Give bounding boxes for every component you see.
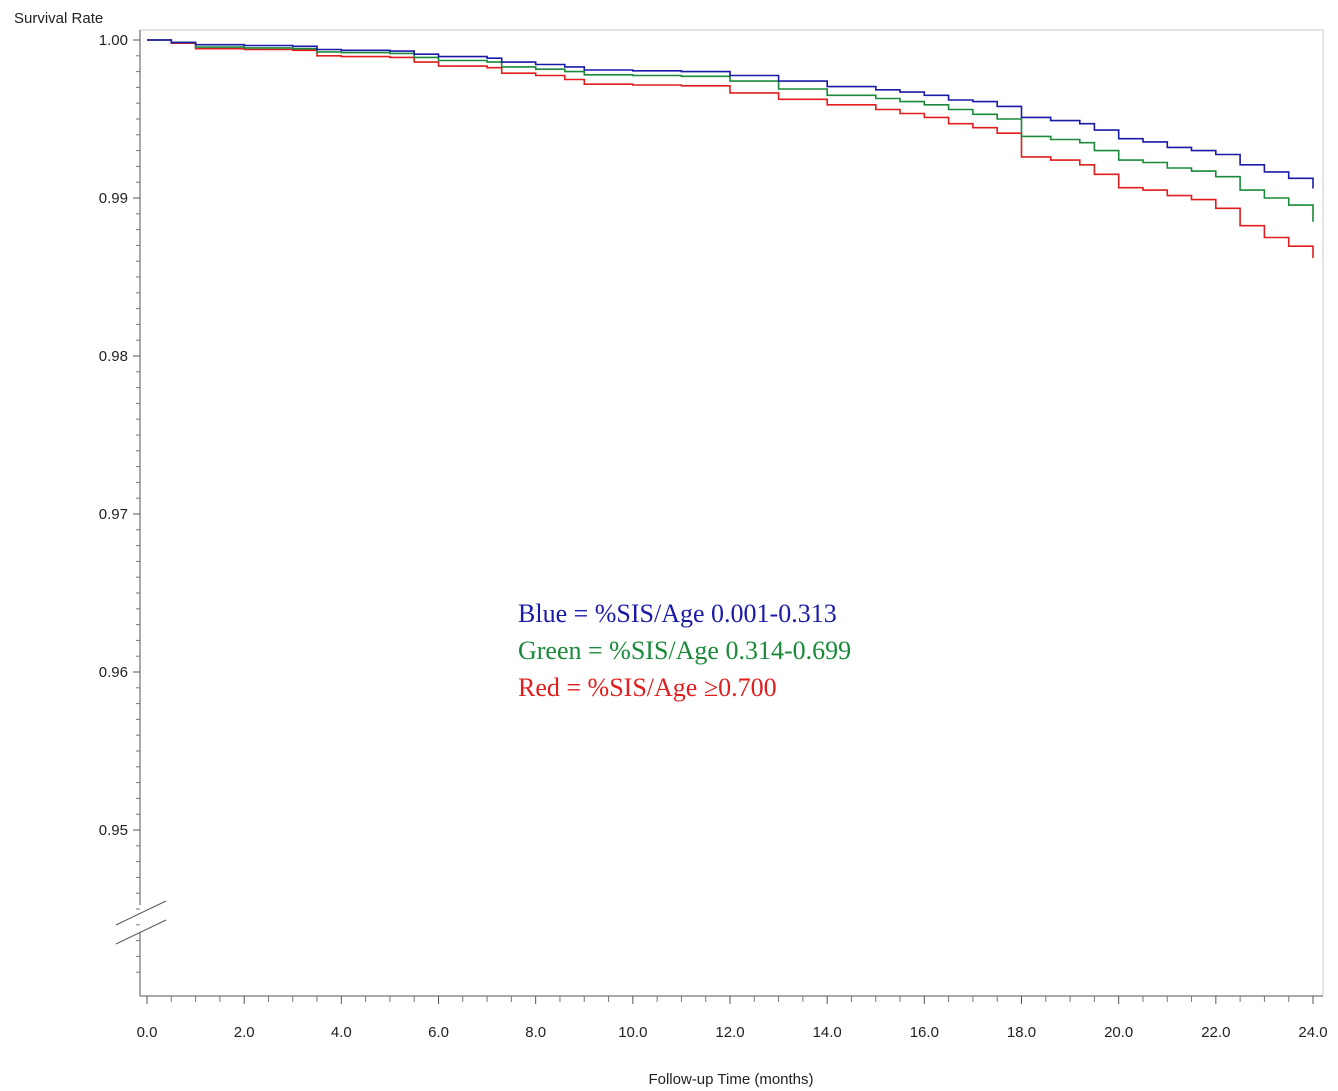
annotation-green: Green = %SIS/Age 0.314-0.699	[518, 636, 851, 665]
x-tick-label: 2.0	[234, 1024, 255, 1041]
x-tick-label: 0.0	[137, 1024, 158, 1041]
series-line-green	[147, 39, 1314, 222]
x-tick-label: 8.0	[525, 1024, 546, 1041]
annotation-red: Red = %SIS/Age ≥0.700	[518, 673, 777, 702]
x-tick-label: 6.0	[428, 1024, 449, 1041]
x-tick-label: 24.0	[1298, 1024, 1327, 1041]
series-line-red	[147, 39, 1314, 258]
x-tick-label: 20.0	[1104, 1024, 1133, 1041]
annotation-blue: Blue = %SIS/Age 0.001-0.313	[518, 599, 837, 628]
x-tick-label: 22.0	[1201, 1024, 1230, 1041]
x-ticks: 0.0 2.0 4.0 6.0 8.0 10.0 12.0 14.0 16.0 18.0 20.0 2…	[137, 996, 1328, 1041]
y-tick-label: 0.95	[99, 822, 128, 839]
x-tick-label: 12.0	[715, 1024, 744, 1041]
y-tick-label: 0.96	[99, 664, 128, 681]
x-axis-label: Follow-up Time (months)	[648, 1071, 813, 1088]
x-tick-label: 4.0	[331, 1024, 352, 1041]
y-axis-break-icon	[109, 894, 173, 945]
x-tick-label: 16.0	[910, 1024, 939, 1041]
plot-frame	[139, 29, 1324, 997]
y-tick-label: 1.00	[99, 32, 128, 49]
y-axis-label: Survival Rate	[14, 10, 103, 27]
x-tick-label: 10.0	[618, 1024, 647, 1041]
series-line-blue	[147, 39, 1314, 189]
x-tick-label: 18.0	[1007, 1024, 1036, 1041]
y-tick-label: 0.99	[99, 190, 128, 207]
series-layer	[147, 39, 1314, 258]
y-tick-label: 0.97	[99, 506, 128, 523]
y-tick-label: 0.98	[99, 348, 128, 365]
x-tick-label: 14.0	[813, 1024, 842, 1041]
y-ticks: 1.00 0.99 0.98 0.97 0.96 0.95	[99, 32, 140, 973]
annotation-block: Blue = %SIS/Age 0.001-0.313 Green = %SIS…	[518, 599, 851, 702]
